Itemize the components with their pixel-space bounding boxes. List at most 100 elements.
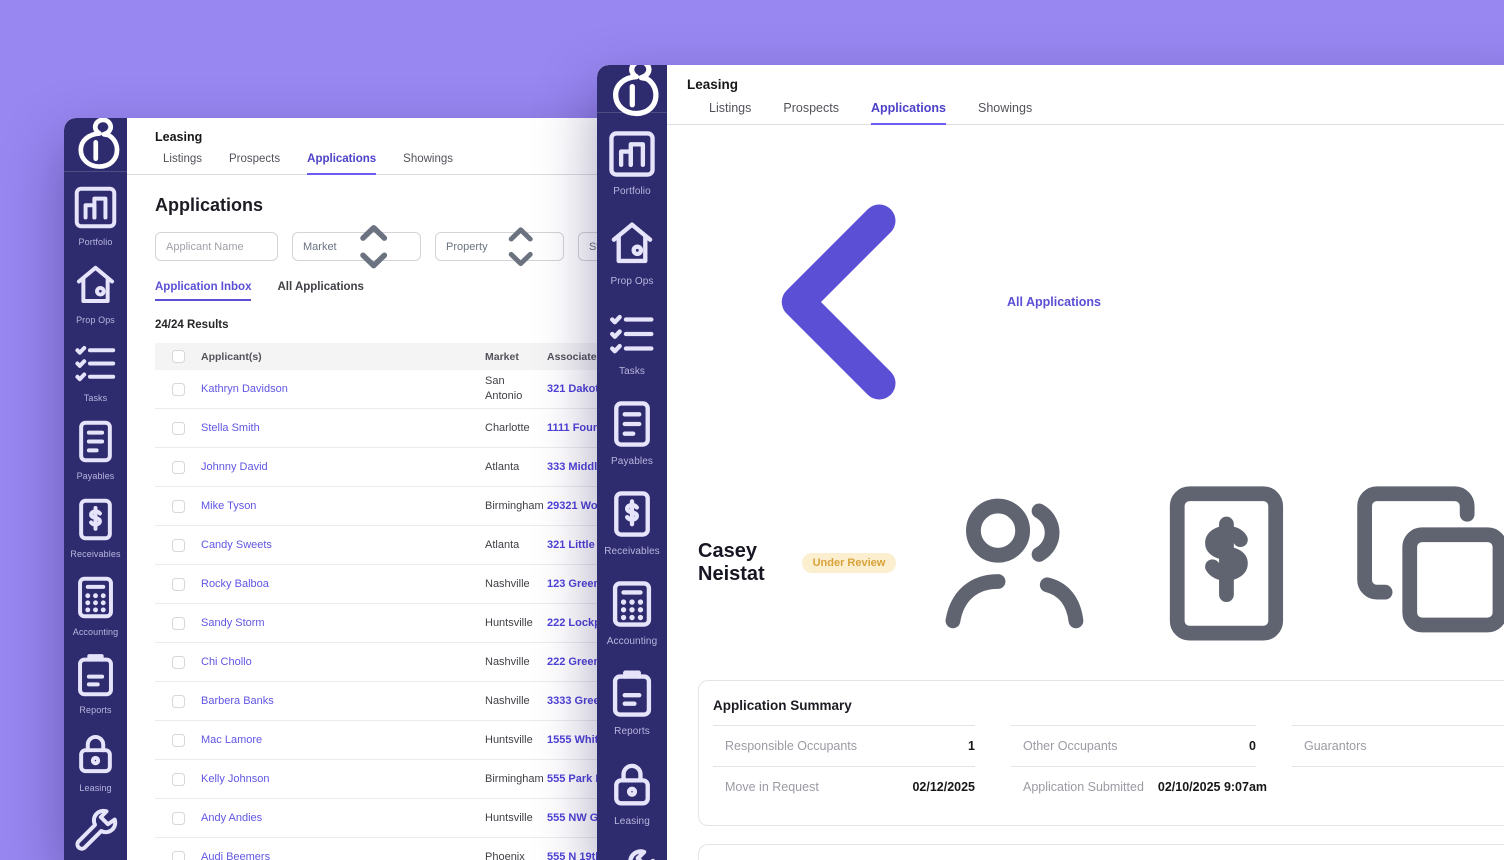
row-checkbox[interactable] <box>171 811 185 825</box>
field-label: Responsible Occupants <box>725 738 858 753</box>
field-value: 0 <box>1249 738 1256 753</box>
prop-ops-icon <box>69 259 122 312</box>
applicant-link[interactable]: Chi Chollo <box>201 656 252 668</box>
module-tab[interactable]: Showings <box>978 101 1033 115</box>
row-checkbox[interactable] <box>171 694 185 708</box>
applicant-link[interactable]: Stella Smith <box>201 422 260 434</box>
property-link[interactable]: 321 Little R <box>547 539 606 551</box>
property-link[interactable]: 321 Dakota <box>547 383 606 395</box>
market-cell: Nashville <box>485 577 530 590</box>
sidebar-item[interactable]: Construction <box>68 800 123 860</box>
back-link-label: All Applications <box>1007 295 1101 309</box>
applicant-actions <box>916 465 1504 662</box>
sidebar-item-label: Prop Ops <box>76 315 115 325</box>
property-link[interactable]: 555 Park D <box>547 773 604 785</box>
application-subtab[interactable]: Application Inbox <box>155 281 252 301</box>
sidebar-item-label: Payables <box>611 456 653 467</box>
property-link[interactable]: 333 Middle <box>547 461 604 473</box>
sidebar-item[interactable]: Reports <box>602 658 662 744</box>
sidebar-item-label: Receivables <box>70 549 121 559</box>
applicant-link[interactable]: Barbera Banks <box>201 695 274 707</box>
row-checkbox[interactable] <box>171 616 185 630</box>
row-checkbox[interactable] <box>171 655 185 669</box>
construction-icon <box>603 845 661 860</box>
people-icon[interactable] <box>916 465 1113 662</box>
sidebar-item[interactable]: Payables <box>602 388 662 474</box>
property-link[interactable]: 222 Lockp <box>547 617 601 629</box>
row-checkbox[interactable] <box>171 772 185 786</box>
applicant-link[interactable]: Audi Beemers <box>201 851 271 860</box>
property-link[interactable]: 555 NW Gr <box>547 812 603 824</box>
leasing-window-foreground: Portfolio Prop Ops Tasks Payables <box>597 65 1504 860</box>
invoice-icon[interactable] <box>1128 465 1325 662</box>
app-header: Leasing Listings Prospects Applications … <box>667 65 1504 125</box>
row-checkbox[interactable] <box>171 733 185 747</box>
row-checkbox[interactable] <box>171 382 185 396</box>
property-link[interactable]: 555 N 19th <box>547 851 603 860</box>
summary-field: Guarantors <box>1292 724 1504 766</box>
sidebar-item[interactable]: Tasks <box>68 332 123 408</box>
property-link[interactable]: 1111 Founde <box>547 422 613 434</box>
sidebar-item[interactable]: Tasks <box>602 298 662 384</box>
column-header-market: Market <box>485 350 519 363</box>
sidebar-item[interactable]: Prop Ops <box>68 254 123 330</box>
applicant-link[interactable]: Kelly Johnson <box>201 773 270 785</box>
sidebar-item[interactable]: Receivables <box>602 478 662 564</box>
module-tabs: Listings Prospects Applications Showings <box>667 101 1504 125</box>
applicant-link[interactable]: Mac Lamore <box>201 734 263 746</box>
sidebar-item[interactable]: Leasing <box>602 748 662 834</box>
applicant-link[interactable]: Mike Tyson <box>201 500 257 512</box>
property-link[interactable]: 123 Greenw <box>547 578 609 590</box>
row-checkbox[interactable] <box>171 499 185 513</box>
applicant-link[interactable]: Johnny David <box>201 461 268 473</box>
row-checkbox[interactable] <box>171 850 185 860</box>
applicant-link[interactable]: Kathryn Davidson <box>201 383 288 395</box>
reports-icon <box>69 649 122 702</box>
module-tab[interactable]: Applications <box>870 101 946 125</box>
sidebar-item[interactable]: Portfolio <box>602 118 662 204</box>
application-subtab[interactable]: All Applications <box>277 281 364 293</box>
tasks-icon <box>69 337 122 390</box>
module-tab[interactable]: Prospects <box>229 153 281 165</box>
module-tabs: Listings Prospects Applications Showings <box>127 153 704 175</box>
applicant-link[interactable]: Sandy Storm <box>201 617 265 629</box>
summary-field: Responsible Occupants 1 <box>713 724 975 766</box>
back-to-all-applications[interactable]: All Applications <box>698 152 1101 452</box>
applicant-link[interactable]: Andy Andies <box>201 812 263 824</box>
row-checkbox[interactable] <box>171 460 185 474</box>
module-tab[interactable]: Prospects <box>783 101 839 115</box>
sidebar-item[interactable]: Prop Ops <box>602 208 662 294</box>
copy-icon[interactable] <box>1340 465 1504 662</box>
app-logo[interactable] <box>64 118 127 172</box>
sidebar-item[interactable]: Leasing <box>68 722 123 798</box>
property-link[interactable]: 222 Green <box>547 656 601 668</box>
applicant-name-filter[interactable] <box>155 232 278 261</box>
construction-icon <box>69 805 122 858</box>
applicant-link[interactable]: Candy Sweets <box>201 539 272 551</box>
property-link[interactable]: 29321 Wolf <box>547 500 605 512</box>
row-checkbox[interactable] <box>171 421 185 435</box>
sidebar-item[interactable]: Receivables <box>68 488 123 564</box>
module-tab[interactable]: Listings <box>709 101 752 115</box>
sidebar-item[interactable]: Construction <box>602 838 662 860</box>
logo-duck-icon <box>64 118 127 176</box>
property-link[interactable]: 1555 White <box>547 734 605 746</box>
field-value: 02/10/2025 9:07am <box>1157 779 1268 794</box>
property-link[interactable]: 3333 Gree <box>547 695 600 707</box>
table-row: Mac Lamore Huntsville 1555 White <box>155 721 704 760</box>
sidebar-item[interactable]: Accounting <box>602 568 662 654</box>
applicant-link[interactable]: Rocky Balboa <box>201 578 269 590</box>
module-tab[interactable]: Applications <box>307 153 377 175</box>
sidebar-item[interactable]: Accounting <box>68 566 123 642</box>
row-checkbox[interactable] <box>171 577 185 591</box>
sidebar-item[interactable]: Portfolio <box>68 176 123 252</box>
sidebar-item[interactable]: Reports <box>68 644 123 720</box>
module-tab[interactable]: Listings <box>163 153 202 165</box>
row-checkbox[interactable] <box>171 538 185 552</box>
module-tab[interactable]: Showings <box>403 153 454 165</box>
sidebar-item[interactable]: Payables <box>68 410 123 486</box>
select-all-checkbox[interactable] <box>171 350 185 363</box>
app-logo[interactable] <box>597 65 667 116</box>
filter-select[interactable]: Property <box>435 227 564 266</box>
filter-select[interactable]: Market <box>292 224 421 269</box>
